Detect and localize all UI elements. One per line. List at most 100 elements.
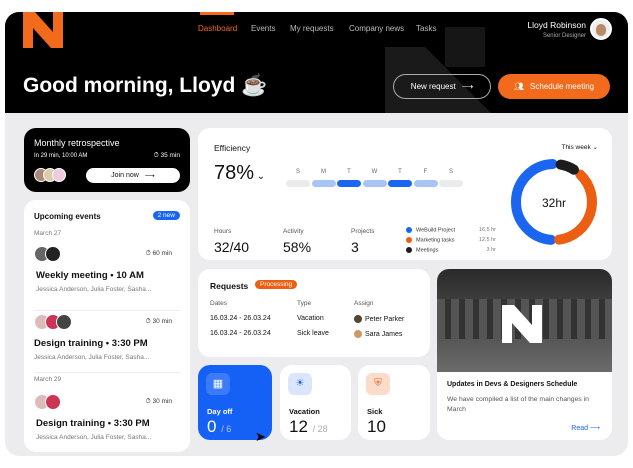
period-label: This week [561,144,591,151]
weekday-bar[interactable] [388,180,412,187]
event-duration: ⏱ 30 min [145,398,172,405]
news-body: We have compiled a list of the main chan… [447,396,589,413]
nav-dashboard[interactable]: Dashboard [198,24,238,33]
efficiency-title: Efficiency [214,143,251,153]
greeting: Good morning, Lloyd ☕ [23,74,268,97]
balance-value: 10 [367,417,386,436]
donut-segment [511,159,558,245]
efficiency-donut: 32hr [511,159,597,245]
retro-duration: ⏱ 35 min [154,152,180,160]
sick-card[interactable]: ⛨ Sick 10 [358,365,430,440]
retro-title: Monthly retrospective [34,138,120,148]
avatar [52,168,66,182]
nav-my-requests[interactable]: My requests [290,24,334,33]
divider [34,372,180,373]
avatar [354,330,362,338]
row-dates: 16.03.24 - 26.03.24 [210,315,271,322]
calendar-icon: ▦ [206,373,230,395]
balance-label: Day off [207,407,233,416]
legend-dot [406,227,412,233]
event-item[interactable]: ⏱ 60 min Weekly meeting • 10 AM Jessica … [34,246,184,302]
new-request-button[interactable]: New request ⟶ [393,74,491,99]
weekday-bar[interactable] [413,180,438,187]
logo[interactable] [23,12,67,48]
schedule-meeting-button[interactable]: 👥︎ Schedule meeting [498,74,610,99]
duration-text: 30 min [152,318,172,325]
weekday-bar[interactable] [439,180,463,187]
retro-time: In 29 min, 10:00 AM [34,153,88,159]
avatar [354,315,362,323]
requests-card: Requests Processing Dates Type Assign 16… [198,269,430,357]
efficiency-value-text: 78% [214,162,255,184]
brand-watermark [385,27,491,113]
legend-hours: 12,5 hr [478,237,496,243]
donut-segment [555,159,579,175]
weekday-bar[interactable] [337,180,361,187]
weekday-label: S [295,169,300,175]
stat-activity: Activity 58% [283,228,311,255]
assign-name: Sara James [365,330,403,338]
status-badge: Processing [255,280,298,289]
arrow-right-icon: ⟶ [144,172,155,180]
news-card[interactable]: Updates in Devs & Designers Schedule We … [437,269,612,440]
user-info[interactable]: Lloyd Robinson Senior Designer [527,20,586,39]
stat-label: Hours [214,228,232,235]
read-link[interactable]: Read ⟶ [571,424,600,432]
table-row[interactable]: 16.03.24 - 26.03.24 Vacation Peter Parker [210,315,420,329]
efficiency-legend: WeBuild Project 16,5 hr Marketing tasks 12,… [406,227,496,257]
legend-hours: 3 hr [486,247,496,253]
nav-tasks[interactable]: Tasks [416,24,437,33]
row-assign: Sara James [354,330,402,338]
office-photo [437,269,612,372]
period-select[interactable]: This week ⌄ [561,143,598,151]
avatar [45,246,61,262]
nav-company-news[interactable]: Company news [349,24,405,33]
new-events-badge: 2 new [152,211,180,220]
join-now-button[interactable]: Join now ⟶ [86,168,180,183]
avatar[interactable] [590,18,612,40]
event-title: Design training • 3:30 PM [36,418,150,429]
table-row[interactable]: 16.03.24 - 26.03.24 Sick leave Sara James [210,330,420,344]
divider [34,310,180,311]
upcoming-events-card: Upcoming events 2 new March 27 ⏱ 60 min … [24,200,190,452]
balance-label: Sick [367,407,383,416]
balance-used: 12 [289,417,308,436]
day-off-card[interactable]: ▦ Day off 0 / 6 ➤ [198,365,272,444]
donut-total: 32hr [542,196,566,210]
avatar [45,394,61,410]
stat-label: Activity [283,228,304,235]
chevron-down-icon: ⌄ [592,144,598,151]
user-role: Senior Designer [542,33,586,39]
retro-card: Monthly retrospective In 29 min, 10:00 A… [24,128,190,192]
balance-value: 12 / 28 [289,417,328,437]
efficiency-value[interactable]: 78% ⌄ [214,162,265,185]
event-item[interactable]: ⏱ 30 min Design training • 3:30 PM Jessi… [34,314,184,370]
legend-dot [406,237,412,243]
stat-value: 3 [351,239,359,255]
brand-logo-overlay [502,305,542,343]
join-now-label: Join now [111,172,139,179]
event-duration: ⏱ 60 min [145,250,172,257]
weekday-bar[interactable] [311,180,336,187]
nav-active-indicator [200,12,234,15]
weekday-bar[interactable] [286,180,310,187]
event-item[interactable]: ⏱ 30 min Design training • 3:30 PM Jessi… [34,394,184,450]
duration-text: 60 min [152,250,172,257]
event-date: March 27 [34,230,62,237]
avatar [56,314,72,330]
balance-used: 0 [207,417,217,436]
mouse-cursor-icon: ➤ [255,429,266,444]
chevron-down-icon: ⌄ [254,171,266,182]
retro-avatars [34,168,66,187]
column-header: Assign [354,300,374,307]
read-label: Read [571,425,588,432]
event-title: Design training • 3:30 PM [34,338,148,349]
event-duration: ⏱ 30 min [145,318,172,325]
new-request-label: New request [410,82,456,91]
nav-events[interactable]: Events [251,24,276,33]
vacation-card[interactable]: ☀ Vacation 12 / 28 [280,365,351,440]
column-header: Type [297,300,312,307]
weekday-bar[interactable] [362,180,387,187]
weekday-label: W [371,169,378,175]
arrow-right-icon: ⟶ [589,425,600,432]
